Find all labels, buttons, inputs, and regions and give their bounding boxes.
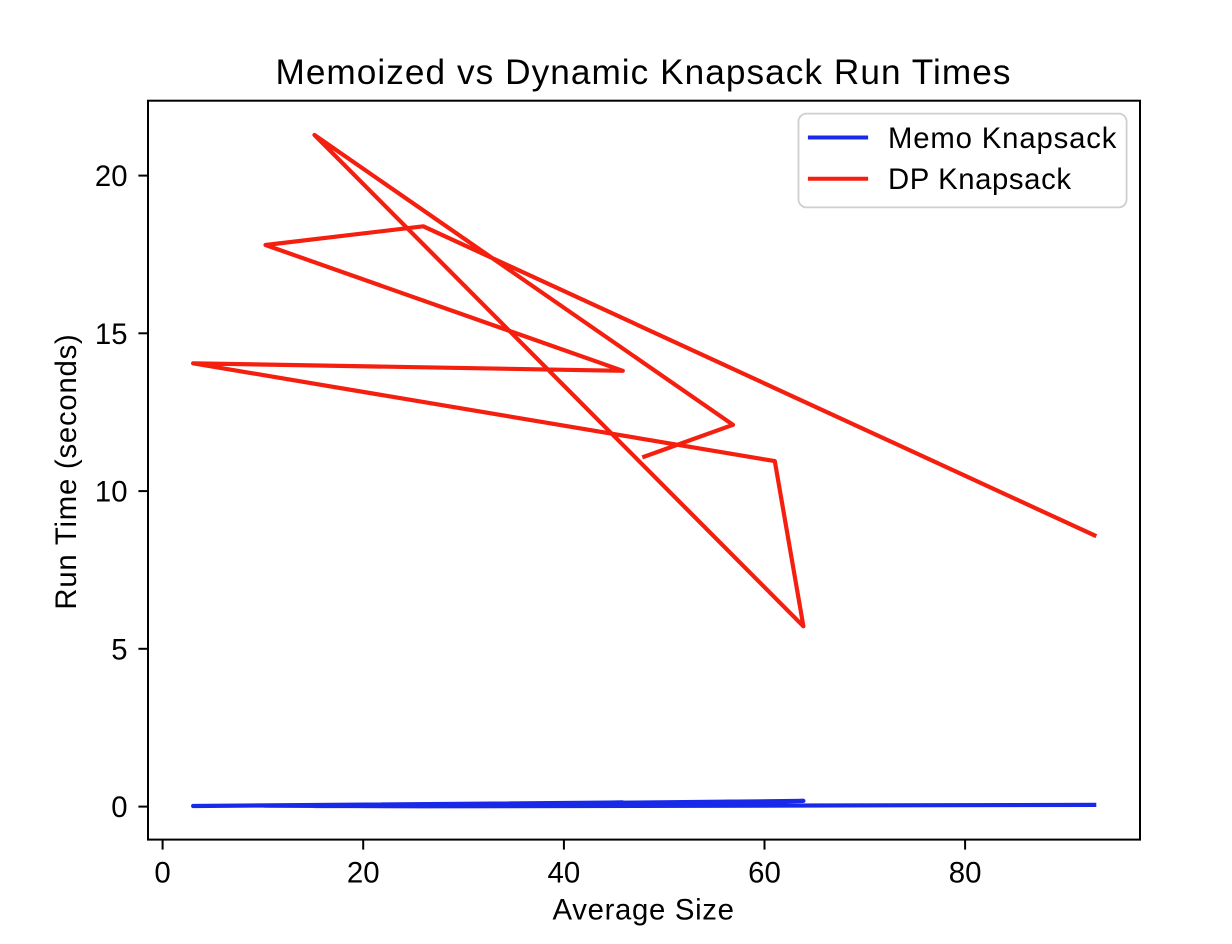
svg-text:80: 80 — [949, 857, 982, 890]
svg-text:5: 5 — [111, 633, 127, 666]
svg-text:0: 0 — [111, 791, 127, 824]
svg-text:20: 20 — [95, 160, 128, 193]
svg-text:0: 0 — [154, 857, 170, 890]
svg-text:Average Size: Average Size — [553, 893, 735, 926]
svg-text:Memo Knapsack: Memo Knapsack — [888, 122, 1117, 155]
svg-text:15: 15 — [95, 318, 128, 351]
svg-text:DP Knapsack: DP Knapsack — [888, 163, 1072, 196]
svg-text:40: 40 — [548, 857, 581, 890]
svg-text:Run Time (seconds): Run Time (seconds) — [50, 333, 83, 609]
svg-text:60: 60 — [748, 857, 781, 890]
svg-text:10: 10 — [95, 476, 128, 509]
svg-text:20: 20 — [347, 857, 380, 890]
svg-text:Memoized vs Dynamic Knapsack R: Memoized vs Dynamic Knapsack Run Times — [275, 53, 1011, 92]
